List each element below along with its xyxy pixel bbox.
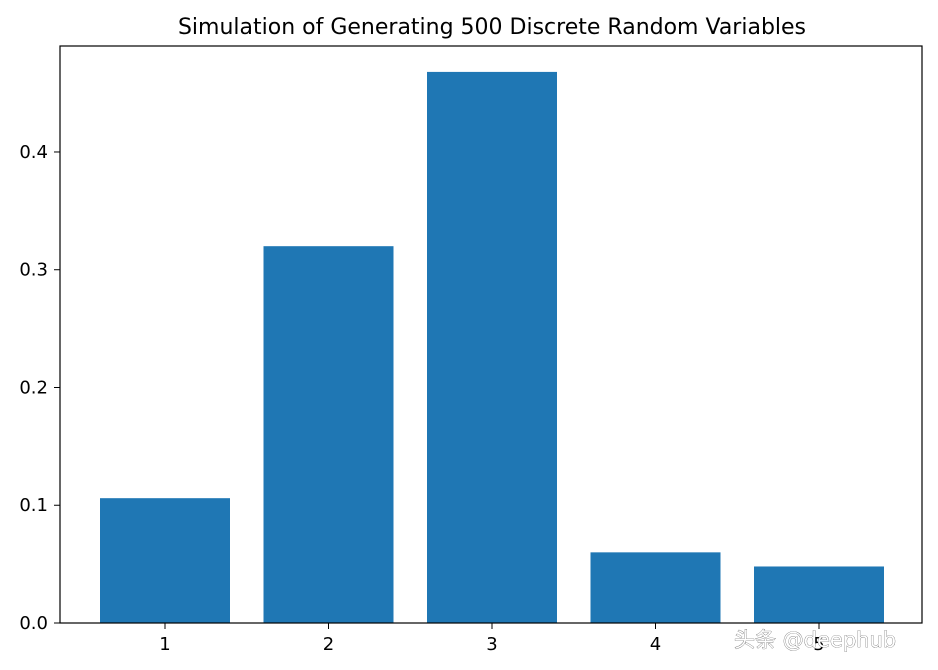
y-tick-label-0.0: 0.0 bbox=[19, 613, 48, 634]
watermark-text: 头条 @deephub bbox=[734, 628, 896, 652]
plot-frame bbox=[59, 45, 923, 624]
y-tick-label-0.4: 0.4 bbox=[19, 142, 48, 163]
x-tick-label-4: 4 bbox=[650, 634, 661, 655]
x-tick-label-5: 5 bbox=[813, 634, 824, 655]
chart-title: Simulation of Generating 500 Discrete Ra… bbox=[178, 15, 806, 40]
bar-1 bbox=[100, 498, 230, 623]
x-tick-label-3: 3 bbox=[486, 634, 497, 655]
y-tick-label-0.1: 0.1 bbox=[19, 495, 48, 516]
bar-4 bbox=[590, 552, 721, 623]
x-axis: 1 2 3 4 5 bbox=[159, 623, 825, 655]
x-tick-label-1: 1 bbox=[159, 634, 170, 655]
bar-5 bbox=[754, 566, 884, 623]
y-tick-label-0.3: 0.3 bbox=[19, 260, 48, 281]
y-tick-label-0.2: 0.2 bbox=[19, 377, 48, 398]
bar-3 bbox=[427, 71, 557, 623]
bars-group bbox=[100, 71, 884, 624]
x-tick-label-2: 2 bbox=[323, 634, 334, 655]
y-axis: 0.0 0.1 0.2 0.3 0.4 bbox=[19, 142, 60, 634]
bar-2 bbox=[263, 246, 394, 624]
